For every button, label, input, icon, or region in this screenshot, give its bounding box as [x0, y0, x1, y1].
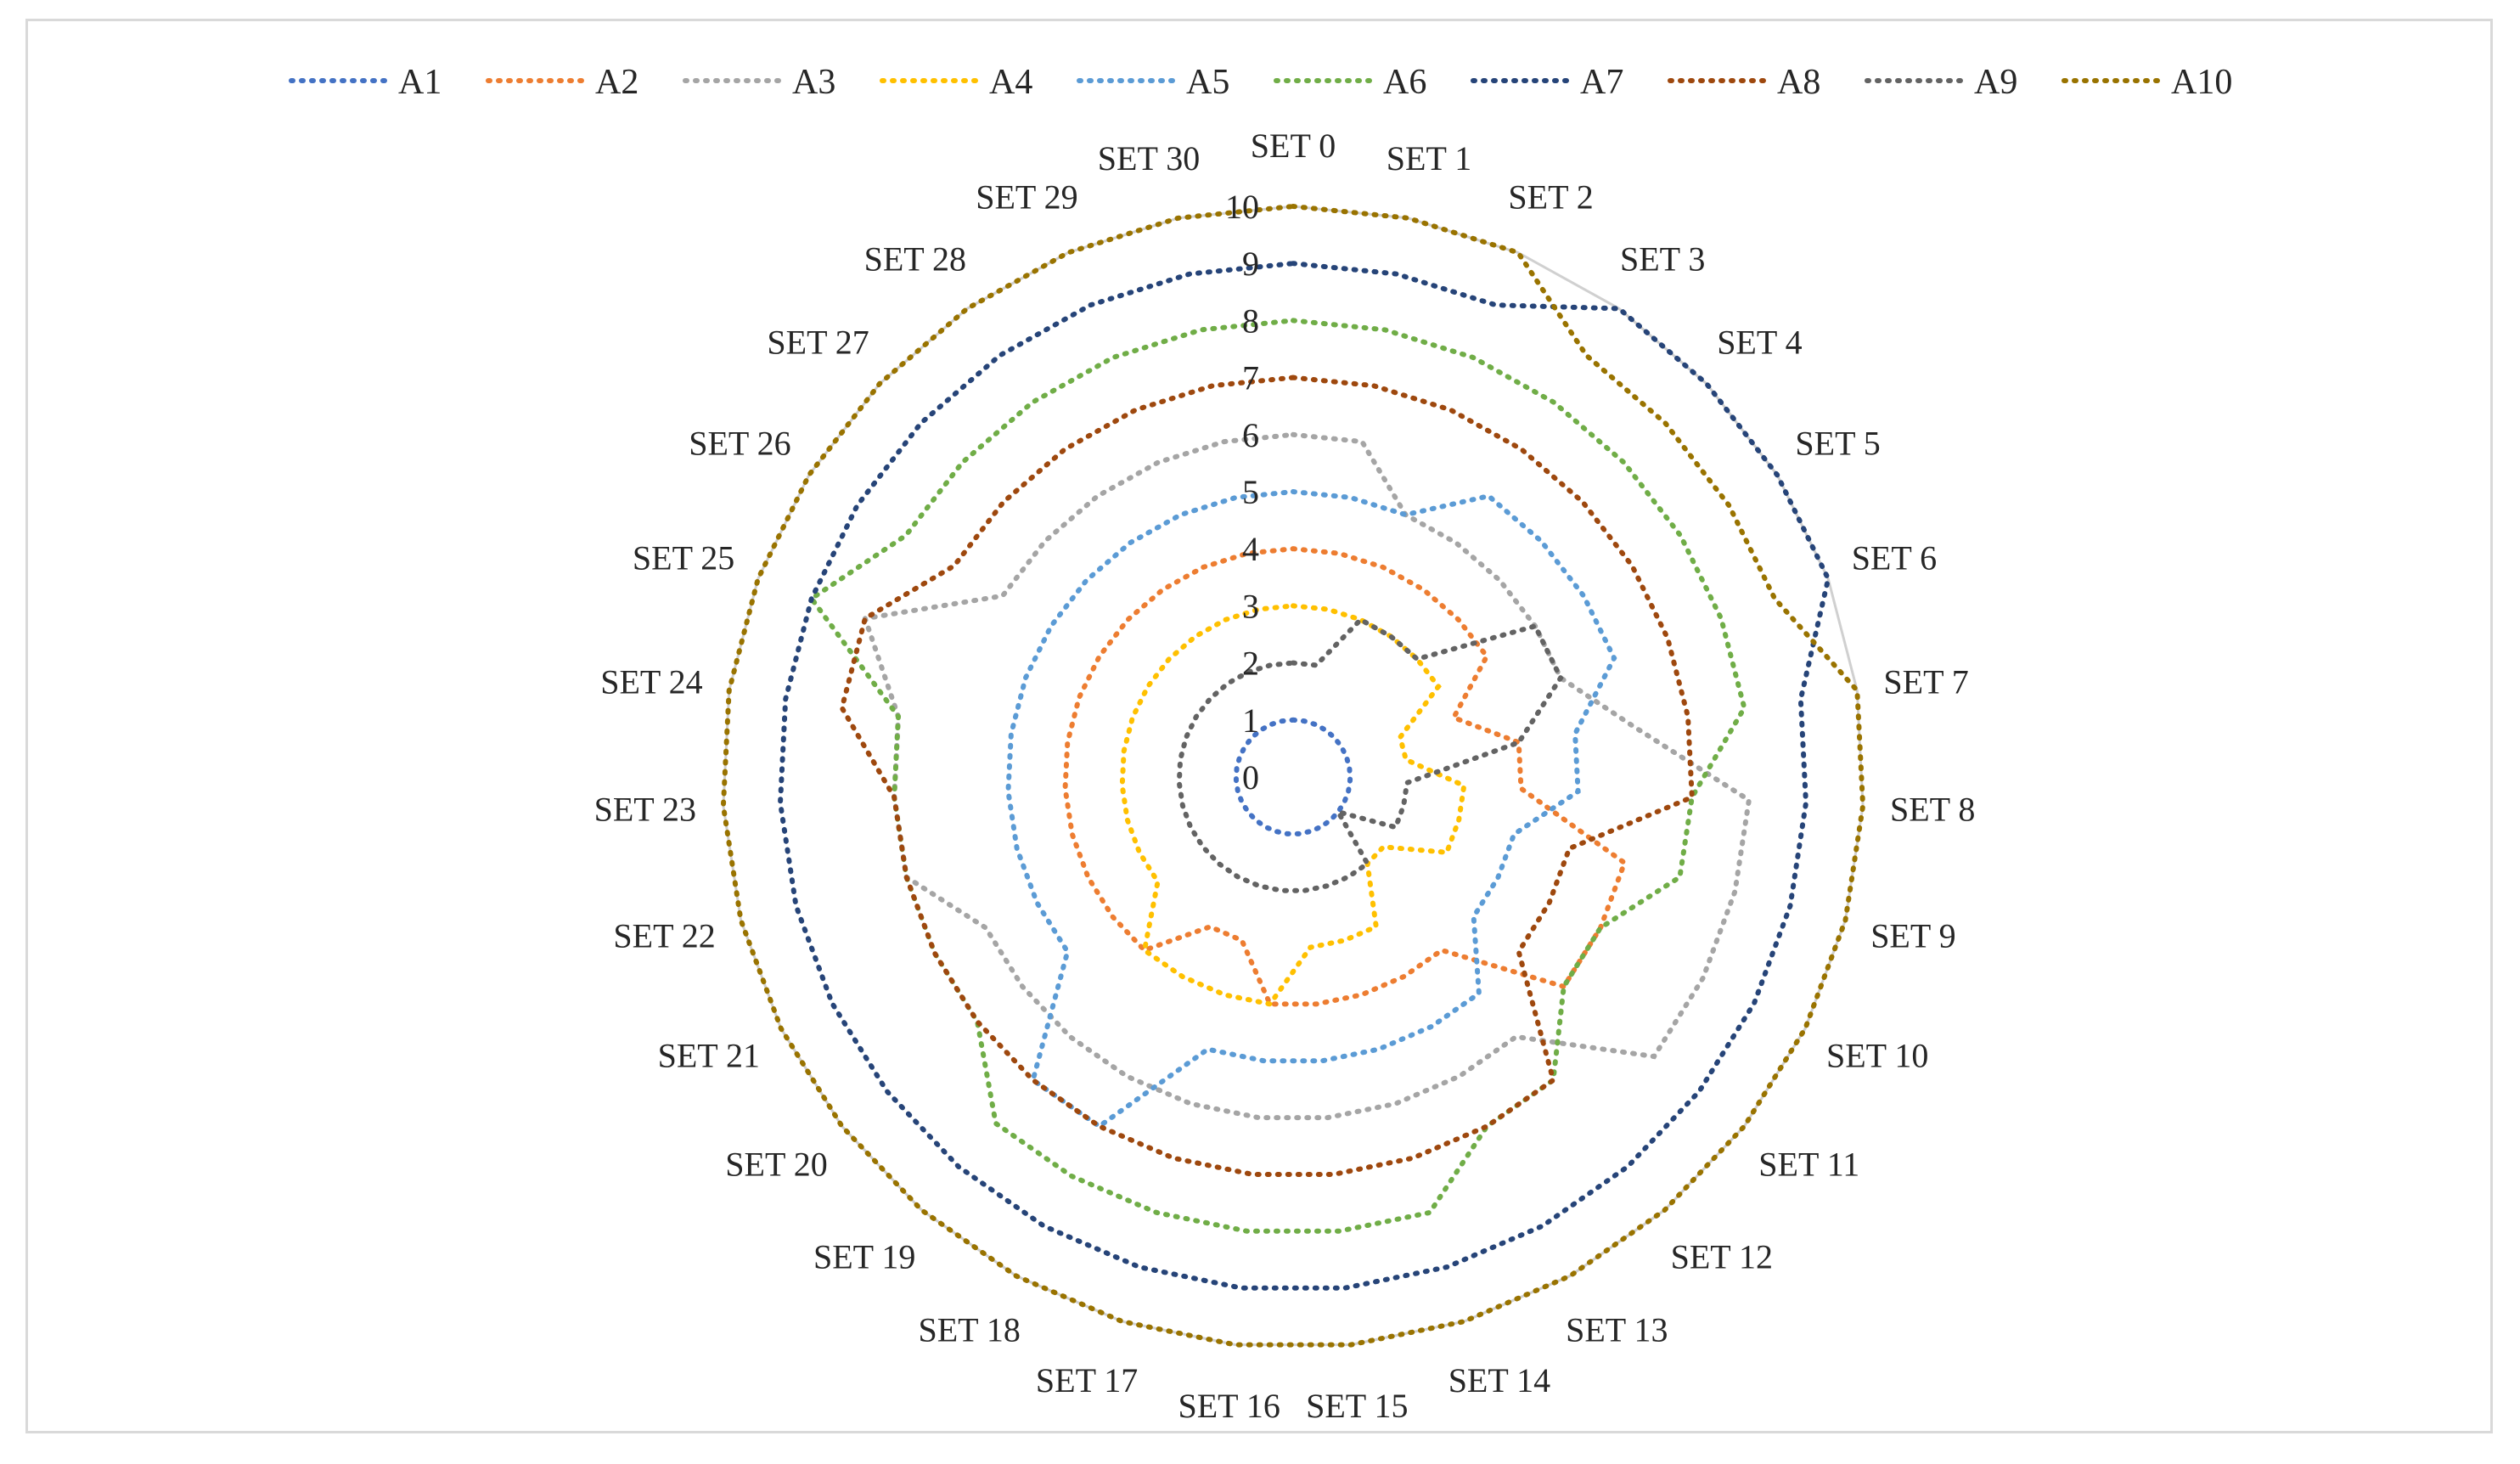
radial-tick-labels: 0 1 2 3 4 5 6 7 8 9 10: [1225, 188, 1259, 797]
category-label-7: SET 7: [1883, 662, 1968, 701]
series-a1: [1233, 717, 1353, 836]
category-label-10: SET 10: [1826, 1037, 1928, 1075]
category-label-13: SET 13: [1566, 1311, 1668, 1349]
category-label-3: SET 3: [1620, 239, 1705, 278]
radial-tick-3: 3: [1242, 587, 1259, 625]
series-a3: [861, 431, 1752, 1121]
category-label-26: SET 26: [689, 425, 790, 463]
category-label-19: SET 19: [813, 1238, 915, 1276]
category-label-15: SET 15: [1306, 1387, 1408, 1425]
category-label-22: SET 22: [613, 917, 715, 955]
series-a8: [839, 374, 1695, 1177]
legend-label-a1: A1: [398, 63, 442, 102]
legend-label-a8: A8: [1777, 63, 1820, 102]
series-a4: [1119, 603, 1467, 1007]
category-label-11: SET 11: [1758, 1145, 1859, 1183]
legend-label-a4: A4: [989, 63, 1032, 102]
category-label-0: SET 0: [1251, 127, 1336, 165]
radial-tick-2: 2: [1242, 645, 1259, 683]
radial-tick-4: 4: [1242, 530, 1259, 568]
category-label-25: SET 25: [633, 539, 734, 577]
chart-frame: 0 1 2 3 4 5 6 7 8 9 10 SET 0 SET 1 SET 2 SET 3 SET 4 SE…: [25, 19, 2493, 1433]
category-label-29: SET 29: [976, 177, 1077, 216]
series-a9: [1176, 616, 1564, 893]
category-label-14: SET 14: [1448, 1361, 1550, 1399]
radial-tick-8: 8: [1242, 301, 1259, 340]
series-a5: [1005, 488, 1617, 1129]
series-a7: [777, 261, 1831, 1291]
category-label-27: SET 27: [767, 323, 869, 361]
radial-tick-5: 5: [1242, 473, 1259, 511]
series-a2: [1062, 546, 1628, 1007]
legend-label-a5: A5: [1186, 63, 1229, 102]
category-label-4: SET 4: [1717, 323, 1802, 361]
radar-series: [720, 203, 1866, 1348]
category-label-30: SET 30: [1098, 139, 1200, 177]
category-label-12: SET 12: [1671, 1238, 1773, 1276]
category-label-16: SET 16: [1178, 1387, 1280, 1425]
category-label-5: SET 5: [1795, 425, 1880, 463]
series-a6: [807, 318, 1747, 1234]
category-label-24: SET 24: [600, 662, 702, 701]
category-label-28: SET 28: [864, 239, 966, 278]
legend-label-a2: A2: [595, 63, 638, 102]
legend-label-a3: A3: [792, 63, 835, 102]
legend-label-a7: A7: [1580, 63, 1623, 102]
category-label-6: SET 6: [1852, 539, 1937, 577]
legend-label-a6: A6: [1383, 63, 1426, 102]
legend-label-a9: A9: [1974, 63, 2017, 102]
series-a10: [720, 203, 1866, 1348]
category-label-17: SET 17: [1036, 1361, 1138, 1399]
category-labels: SET 0 SET 1 SET 2 SET 3 SET 4 SET 5 SET 6 SET 7…: [594, 127, 1976, 1425]
legend-label-a10: A10: [2171, 63, 2232, 102]
radial-tick-1: 1: [1242, 701, 1259, 740]
category-label-9: SET 9: [1870, 917, 1955, 955]
radial-tick-10: 10: [1225, 188, 1259, 226]
legend: A1 A2 A3 A4 A5 A6 A7 A8 A9 A10: [289, 63, 2232, 102]
category-label-8: SET 8: [1890, 791, 1975, 829]
category-label-21: SET 21: [658, 1037, 760, 1075]
radial-tick-9: 9: [1242, 245, 1259, 283]
radial-tick-0: 0: [1242, 758, 1259, 797]
category-label-2: SET 2: [1508, 177, 1593, 216]
category-label-20: SET 20: [725, 1145, 827, 1183]
radial-tick-7: 7: [1242, 359, 1259, 397]
category-label-1: SET 1: [1387, 139, 1471, 177]
radial-tick-6: 6: [1242, 416, 1259, 454]
category-label-23: SET 23: [594, 791, 696, 829]
category-label-18: SET 18: [919, 1311, 1021, 1349]
